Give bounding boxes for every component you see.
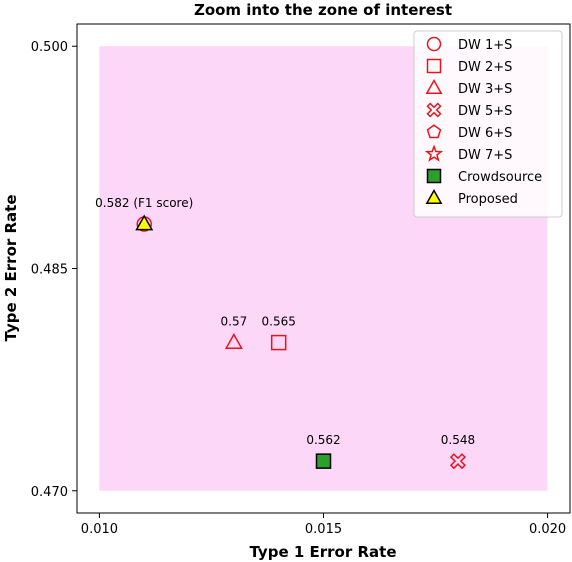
legend-label: DW 6+S xyxy=(458,126,512,141)
y-tick-label: 0.500 xyxy=(31,40,68,55)
legend-label: DW 3+S xyxy=(458,82,512,97)
y-tick-label: 0.485 xyxy=(31,263,68,278)
legend-label: DW 2+S xyxy=(458,60,512,75)
legend-label: Proposed xyxy=(458,192,518,207)
legend-marker xyxy=(426,124,442,139)
x-tick-label: 0.020 xyxy=(529,522,566,537)
chart-title: Zoom into the zone of interest xyxy=(194,1,452,19)
y-axis-label: Type 2 Error Rate xyxy=(2,194,20,341)
data-point xyxy=(315,453,332,469)
data-point xyxy=(449,453,467,470)
legend-marker xyxy=(425,78,443,94)
data-label: 0.57 xyxy=(221,315,248,329)
legend-label: DW 1+S xyxy=(458,38,512,53)
data-label: 0.562 xyxy=(306,433,340,447)
x-axis-label: Type 1 Error Rate xyxy=(249,543,396,561)
data-point xyxy=(135,214,154,231)
data-label: 0.565 xyxy=(262,315,296,329)
data-label: 0.548 xyxy=(441,433,475,447)
data-point xyxy=(224,333,243,349)
x-tick-label: 0.010 xyxy=(81,522,118,537)
y-tick-label: 0.470 xyxy=(31,485,68,500)
data-label: 0.582 (F1 score) xyxy=(95,196,193,210)
legend-marker xyxy=(425,188,443,204)
plot-area-frame xyxy=(76,23,571,514)
legend-label: DW 5+S xyxy=(458,104,512,119)
legend-box xyxy=(413,30,563,218)
legend-label: DW 7+S xyxy=(458,148,512,163)
data-point xyxy=(270,334,287,351)
x-tick-label: 0.015 xyxy=(305,522,342,537)
legend-marker xyxy=(426,58,442,74)
legend-marker xyxy=(426,168,442,184)
legend-marker xyxy=(424,144,444,162)
legend-marker xyxy=(426,36,442,52)
legend-label: Crowdsource xyxy=(458,170,542,185)
legend-marker xyxy=(426,102,442,118)
